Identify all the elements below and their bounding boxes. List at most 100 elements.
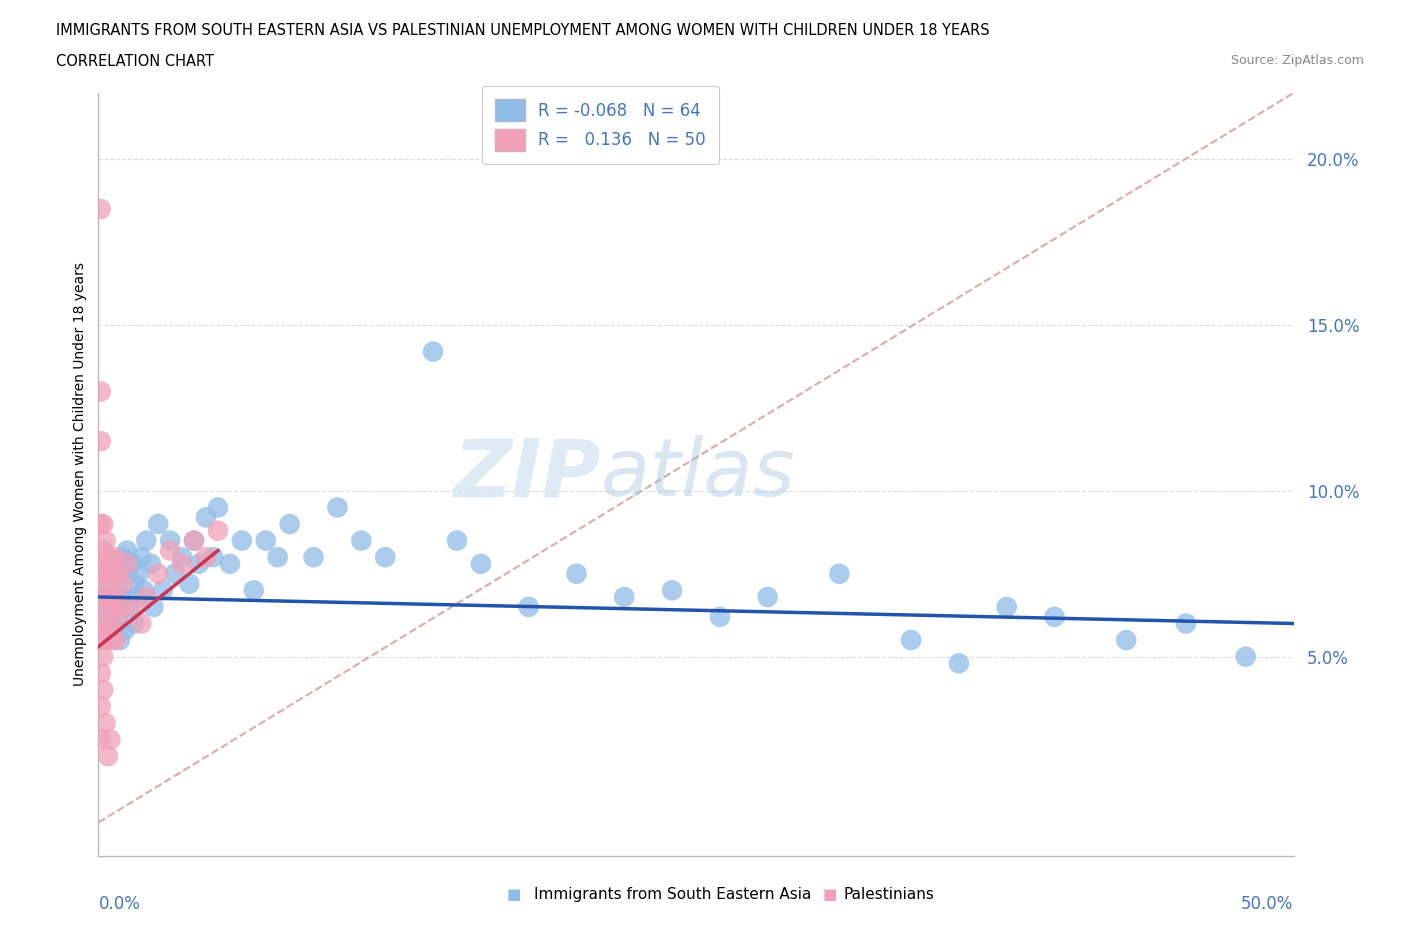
Point <box>125 590 148 604</box>
Point <box>828 566 851 581</box>
Point <box>131 616 153 631</box>
Point <box>94 590 117 604</box>
Point <box>101 566 124 581</box>
Point <box>90 566 112 581</box>
Point <box>278 516 301 531</box>
Point <box>101 566 124 581</box>
Point <box>517 600 540 615</box>
Point <box>202 550 225 565</box>
Text: ZIP: ZIP <box>453 435 600 513</box>
Point <box>195 510 218 525</box>
Point <box>111 577 134 591</box>
Point <box>104 590 127 604</box>
Point <box>709 609 731 624</box>
Point <box>1043 609 1066 624</box>
Point <box>90 699 112 714</box>
Point <box>98 732 122 747</box>
Point <box>90 732 112 747</box>
Text: CORRELATION CHART: CORRELATION CHART <box>56 54 214 69</box>
Point <box>148 566 170 581</box>
Point <box>995 600 1018 615</box>
Point <box>91 649 114 664</box>
Point <box>187 556 209 571</box>
Point <box>254 533 277 548</box>
Point <box>135 533 157 548</box>
Point <box>172 550 194 565</box>
Point <box>90 632 112 647</box>
Text: 0.0%: 0.0% <box>98 896 141 913</box>
Point <box>159 533 181 548</box>
Point <box>98 590 122 604</box>
Point <box>302 550 325 565</box>
Point <box>107 566 129 581</box>
Point <box>756 590 779 604</box>
Point <box>131 550 153 565</box>
Text: Source: ZipAtlas.com: Source: ZipAtlas.com <box>1230 54 1364 67</box>
Point <box>94 556 117 571</box>
Point <box>219 556 242 571</box>
Point <box>1115 632 1137 647</box>
Point <box>135 590 157 604</box>
Point <box>1234 649 1257 664</box>
Point <box>90 516 112 531</box>
Point <box>98 556 122 571</box>
Point <box>132 583 155 598</box>
Point <box>97 749 120 764</box>
Point <box>118 600 141 615</box>
Point <box>90 600 112 615</box>
Point <box>139 556 162 571</box>
Point <box>97 550 120 565</box>
Text: Palestinians: Palestinians <box>844 887 935 902</box>
Point <box>115 566 138 581</box>
Y-axis label: Unemployment Among Women with Children Under 18 years: Unemployment Among Women with Children U… <box>73 262 87 686</box>
Point <box>243 583 266 598</box>
Text: 50.0%: 50.0% <box>1241 896 1294 913</box>
Point <box>108 632 131 647</box>
Point <box>115 543 138 558</box>
Point <box>114 623 136 638</box>
Point <box>207 524 229 538</box>
Point <box>948 656 970 671</box>
Point <box>94 715 117 730</box>
Point <box>179 577 201 591</box>
Point <box>91 616 114 631</box>
Point <box>107 583 129 598</box>
Point <box>111 590 134 604</box>
Point <box>104 550 127 565</box>
Point <box>124 600 146 615</box>
Point <box>124 616 146 631</box>
Point <box>90 384 112 399</box>
Point <box>661 583 683 598</box>
Point <box>94 632 117 647</box>
Point <box>101 632 124 647</box>
Point <box>104 632 127 647</box>
Point <box>91 590 114 604</box>
Point <box>163 566 186 581</box>
Point <box>94 606 117 621</box>
Text: Immigrants from South Eastern Asia: Immigrants from South Eastern Asia <box>534 887 811 902</box>
Point <box>900 632 922 647</box>
Legend: R = -0.068   N = 64, R =   0.136   N = 50: R = -0.068 N = 64, R = 0.136 N = 50 <box>481 86 720 164</box>
Point <box>91 590 114 604</box>
Point <box>121 556 143 571</box>
Point <box>115 556 138 571</box>
Point <box>267 550 290 565</box>
Point <box>90 202 112 217</box>
Point <box>91 516 114 531</box>
Point <box>94 533 117 548</box>
Point <box>97 577 120 591</box>
Point <box>565 566 588 581</box>
Point <box>111 550 134 565</box>
Point <box>207 500 229 515</box>
Point <box>152 583 174 598</box>
Point <box>231 533 253 548</box>
Point <box>142 600 165 615</box>
Point <box>195 550 218 565</box>
Point <box>107 609 129 624</box>
Point <box>124 577 146 591</box>
Point <box>1175 616 1198 631</box>
Point <box>90 433 112 448</box>
Point <box>98 577 122 591</box>
Point <box>350 533 373 548</box>
Point <box>104 623 127 638</box>
